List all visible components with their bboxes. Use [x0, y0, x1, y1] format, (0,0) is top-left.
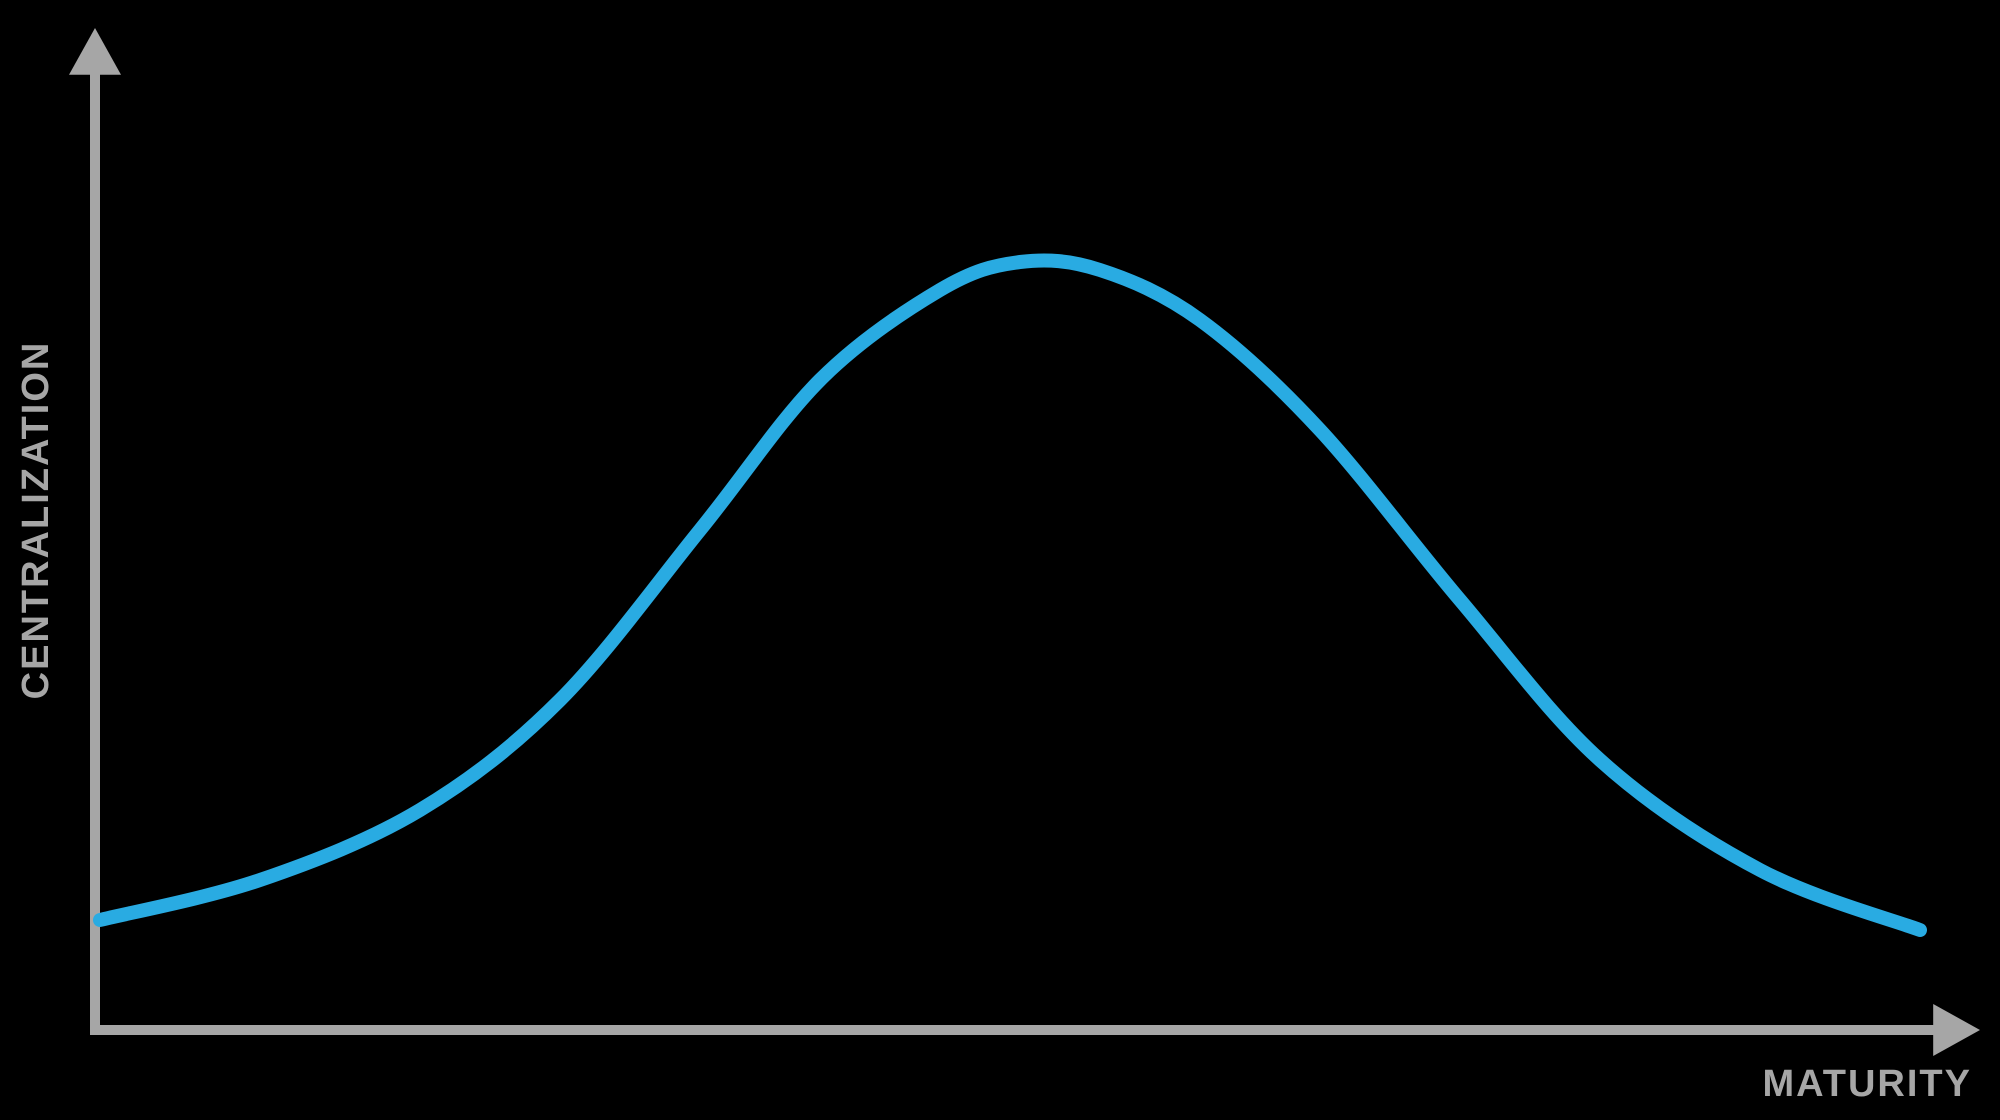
chart-background [0, 0, 2000, 1120]
x-axis-label: MATURITY [1763, 1063, 1973, 1105]
y-axis-label: CENTRALIZATION [15, 341, 57, 700]
bell-curve-chart: MATURITY CENTRALIZATION [0, 0, 2000, 1120]
chart-container: MATURITY CENTRALIZATION [0, 0, 2000, 1120]
